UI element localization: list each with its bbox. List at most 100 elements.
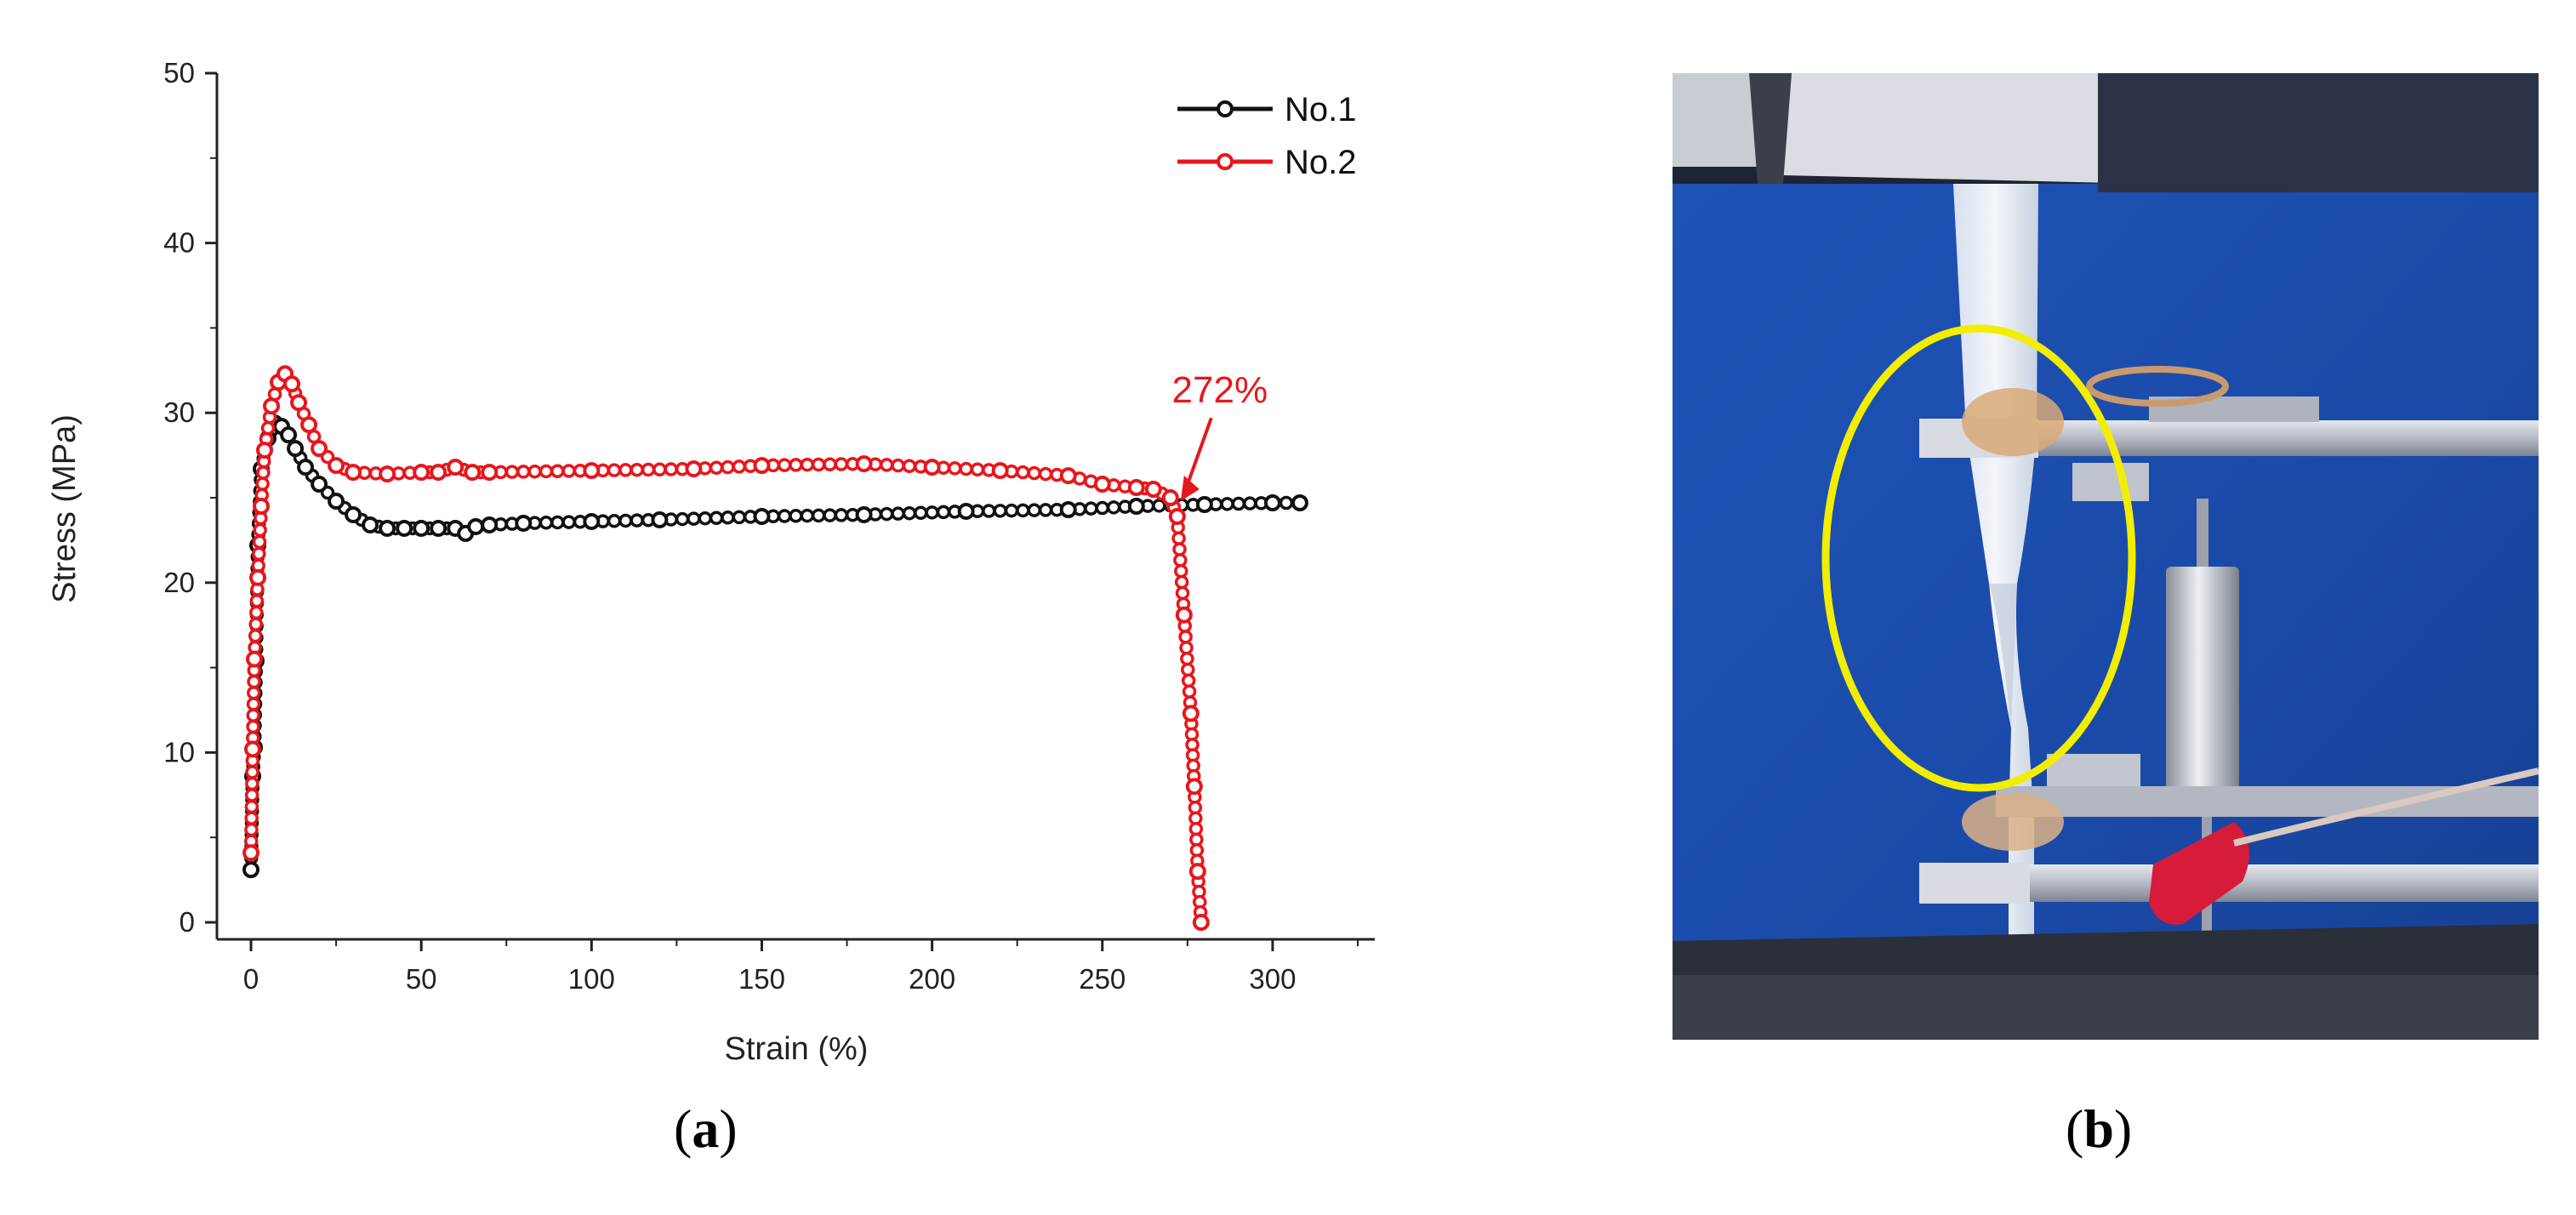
- series-marker: [721, 459, 735, 475]
- data-point: [1127, 498, 1145, 515]
- data-point: [685, 460, 703, 478]
- series-marker: [732, 510, 747, 525]
- data-point: [249, 568, 267, 586]
- legend-label: No.1: [1285, 91, 1357, 128]
- series-marker: [1231, 496, 1246, 511]
- data-point: [242, 844, 260, 862]
- series-marker: [1027, 465, 1041, 481]
- series-marker: [834, 457, 849, 471]
- legend-item-2: No.2: [1177, 144, 1357, 181]
- data-point: [311, 440, 328, 458]
- specimen-neck-shadow: [1989, 584, 2017, 728]
- red-connector: [2149, 822, 2249, 925]
- series-marker: [244, 788, 259, 802]
- legend-label: No.2: [1285, 144, 1357, 181]
- series-marker: [249, 593, 265, 608]
- lower-rubber-band: [1962, 793, 2064, 851]
- x-tick-label: 0: [243, 963, 259, 995]
- lower-grip-plate: [1673, 975, 2539, 1040]
- series-marker: [811, 508, 826, 523]
- legend-swatch-marker: [1217, 100, 1234, 117]
- x-axis-title: Strain (%): [725, 1031, 869, 1067]
- y-tick-label: 40: [163, 227, 195, 259]
- series-marker: [561, 515, 576, 529]
- series-marker: [618, 463, 633, 477]
- series-marker: [664, 462, 678, 476]
- data-point: [328, 493, 345, 511]
- series-marker: [891, 458, 905, 473]
- data-point: [1263, 494, 1281, 512]
- series-marker: [256, 465, 271, 480]
- series-marker: [245, 776, 259, 791]
- series-marker: [1174, 564, 1188, 579]
- series-marker: [936, 505, 951, 520]
- data-point: [464, 464, 482, 482]
- data-point: [311, 476, 328, 493]
- series-marker: [1016, 465, 1030, 480]
- data-point: [244, 740, 262, 758]
- series-marker: [1004, 503, 1019, 518]
- annotation-label: 272%: [1172, 369, 1268, 411]
- series-marker: [550, 515, 565, 530]
- data-point: [481, 464, 499, 482]
- y-ticks: 0 10 20 30 40 50: [163, 57, 217, 938]
- x-tick-label: 150: [738, 963, 785, 995]
- series-marker: [607, 463, 622, 477]
- series-marker: [246, 697, 261, 711]
- series-marker: [914, 505, 928, 521]
- series-marker: [948, 461, 962, 476]
- series-marker: [709, 460, 724, 476]
- series-marker: [891, 506, 905, 521]
- series-marker: [255, 476, 270, 491]
- data-point: [753, 457, 771, 475]
- highlight-ellipse: [1821, 324, 2136, 792]
- series-marker: [970, 462, 985, 477]
- data-point: [290, 394, 308, 412]
- data-point: [1093, 476, 1111, 493]
- legend: No.1 No.2: [1177, 91, 1357, 181]
- data-point: [253, 498, 271, 515]
- series-marker: [902, 459, 917, 474]
- series-marker: [1181, 673, 1196, 688]
- y-tick-label: 50: [163, 57, 195, 88]
- y-tick-label: 0: [180, 906, 195, 938]
- x-tick-label: 50: [406, 963, 437, 995]
- upper-rubber-band: [1962, 388, 2064, 456]
- x-tick-label: 100: [568, 963, 615, 995]
- series-marker: [246, 708, 261, 723]
- series-marker: [732, 459, 747, 474]
- series-marker: [1038, 503, 1053, 517]
- series-marker: [539, 464, 554, 479]
- data-point: [287, 440, 305, 458]
- data-point: [447, 459, 464, 476]
- data-point: [283, 375, 301, 393]
- data-point: [379, 519, 396, 537]
- series-marker: [721, 511, 735, 525]
- series-marker: [1172, 542, 1187, 556]
- series-marker: [246, 719, 260, 734]
- data-point: [1168, 507, 1186, 525]
- upper-clip-nut: [2072, 463, 2149, 501]
- data-point: [396, 519, 413, 537]
- series-marker: [687, 511, 701, 526]
- series-marker: [516, 465, 531, 479]
- series-marker: [618, 513, 633, 528]
- data-point: [1182, 704, 1200, 722]
- data-point: [1192, 914, 1210, 932]
- series-marker: [1084, 501, 1098, 516]
- upper-grip-teeth: [1749, 73, 1792, 184]
- data-point: [481, 516, 499, 533]
- series-marker: [925, 505, 939, 520]
- series-marker: [561, 464, 576, 478]
- x-ticks: 0 50 100 150 200 250 300: [243, 939, 1359, 995]
- series-marker: [244, 822, 259, 837]
- series-marker: [789, 458, 803, 472]
- series-marker: [879, 458, 894, 472]
- series-marker: [1220, 497, 1234, 511]
- series-marker: [902, 505, 917, 521]
- series-marker: [630, 513, 644, 528]
- data-point: [297, 459, 315, 476]
- series-marker: [245, 765, 259, 779]
- data-point: [1188, 863, 1206, 881]
- series-marker: [675, 511, 690, 527]
